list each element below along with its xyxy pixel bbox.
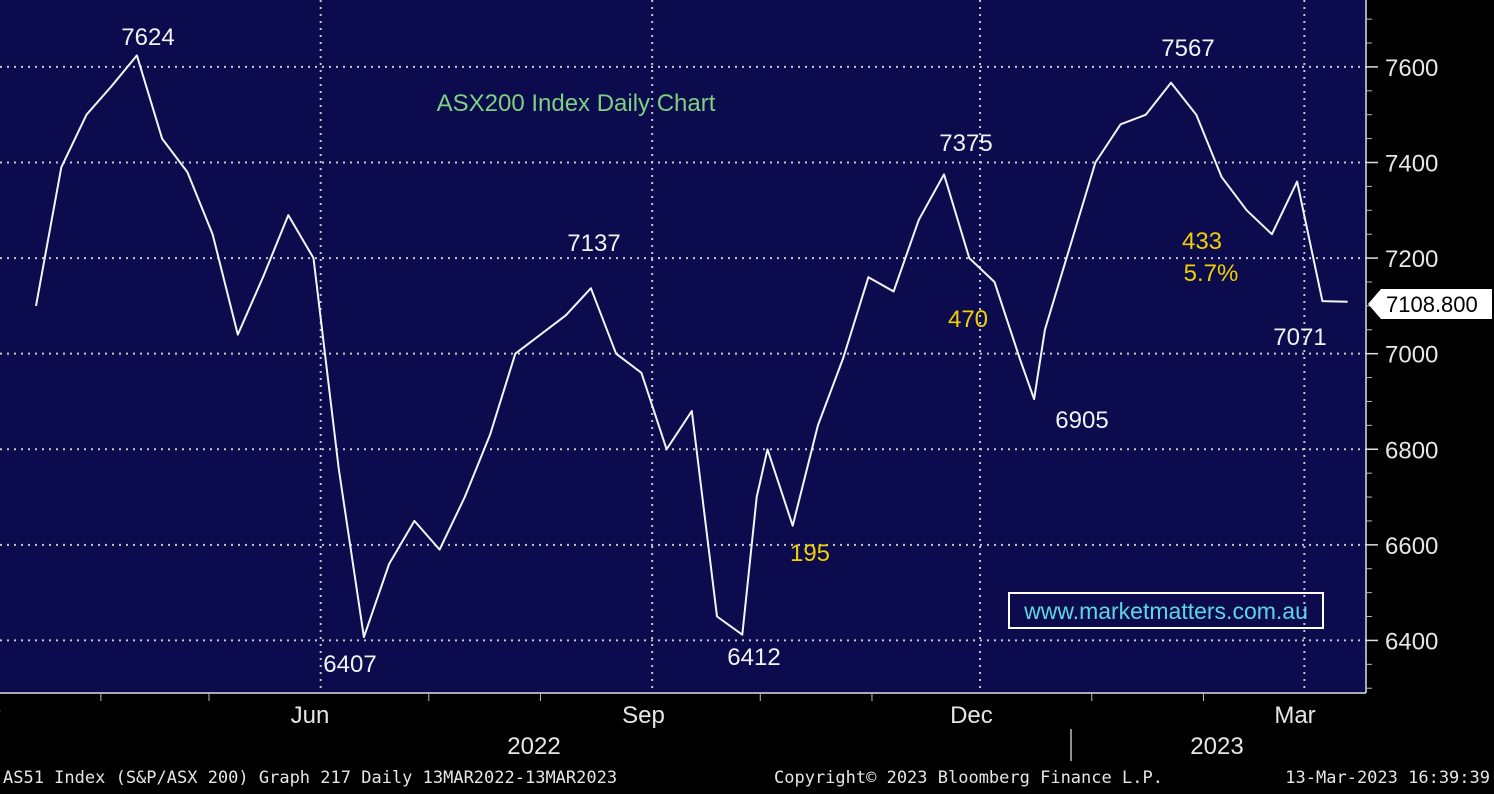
annotations: 7624 7137 7375 7567 6407 6412 6905 7071 … — [121, 24, 1326, 678]
trough-label-6412: 6412 — [727, 644, 780, 671]
footer-ticker-info: AS51 Index (S&P/ASX 200) Graph 217 Daily… — [3, 768, 618, 788]
year-label-2023: 2023 — [1190, 733, 1243, 760]
footer-timestamp: 13-Mar-2023 16:39:39 — [1285, 768, 1490, 788]
move-label-195: 195 — [790, 540, 830, 567]
y-tick-label: 6600 — [1385, 533, 1438, 560]
trough-label-6407: 6407 — [323, 651, 376, 678]
x-tick-label: Mar — [0, 702, 1, 729]
axes — [0, 0, 1367, 761]
chart-title: ASX200 Index Daily Chart — [437, 90, 716, 117]
xaxis-background — [0, 693, 1494, 764]
plot-background — [0, 0, 1366, 693]
x-tick-label: Mar — [1274, 702, 1315, 729]
y-tick-label: 7400 — [1385, 150, 1438, 177]
website-box-border — [1008, 592, 1324, 629]
x-tick-label: Sep — [622, 702, 665, 729]
axis-background — [1366, 0, 1494, 693]
peak-label-7567: 7567 — [1161, 35, 1214, 62]
price-series — [35, 54, 1348, 639]
y-tick-label: 6400 — [1385, 628, 1438, 655]
last-price-tag-shape — [1368, 289, 1492, 319]
y-tick-label: 7200 — [1385, 246, 1438, 273]
trough-label-6905: 6905 — [1055, 407, 1108, 434]
y-tick-label: 7000 — [1385, 342, 1438, 369]
move-label-pct: 5.7% — [1184, 260, 1239, 287]
y-tick-label: 6800 — [1385, 437, 1438, 464]
move-label-470: 470 — [948, 306, 988, 333]
price-chart: 6400 6600 6800 7000 7200 7400 7600 Mar Jun Sep De… — [0, 0, 1494, 764]
year-label-2022: 2022 — [507, 733, 560, 760]
peak-label-7375: 7375 — [939, 130, 992, 157]
website-text: www.marketmatters.com.au — [1023, 598, 1308, 624]
label-7071: 7071 — [1273, 324, 1326, 351]
last-price-value: 7108.800 — [1386, 292, 1478, 317]
footer-bar: AS51 Index (S&P/ASX 200) Graph 217 Daily… — [0, 764, 1494, 794]
x-tick-labels: Mar Jun Sep Dec Mar — [0, 693, 1316, 729]
peak-label-7624: 7624 — [121, 24, 174, 51]
x-tick-label: Jun — [291, 702, 330, 729]
y-tick-labels: 6400 6600 6800 7000 7200 7400 7600 — [1366, 18, 1438, 689]
price-line — [35, 54, 1348, 639]
move-label-433: 433 — [1182, 228, 1222, 255]
y-tick-label: 7600 — [1385, 55, 1438, 82]
footer-copyright: Copyright© 2023 Bloomberg Finance L.P. — [774, 768, 1163, 788]
x-tick-label: Dec — [950, 702, 993, 729]
last-price-tag: 7108.800 — [1368, 289, 1492, 319]
peak-label-7137: 7137 — [567, 230, 620, 257]
website-box: www.marketmatters.com.au — [1008, 592, 1324, 629]
